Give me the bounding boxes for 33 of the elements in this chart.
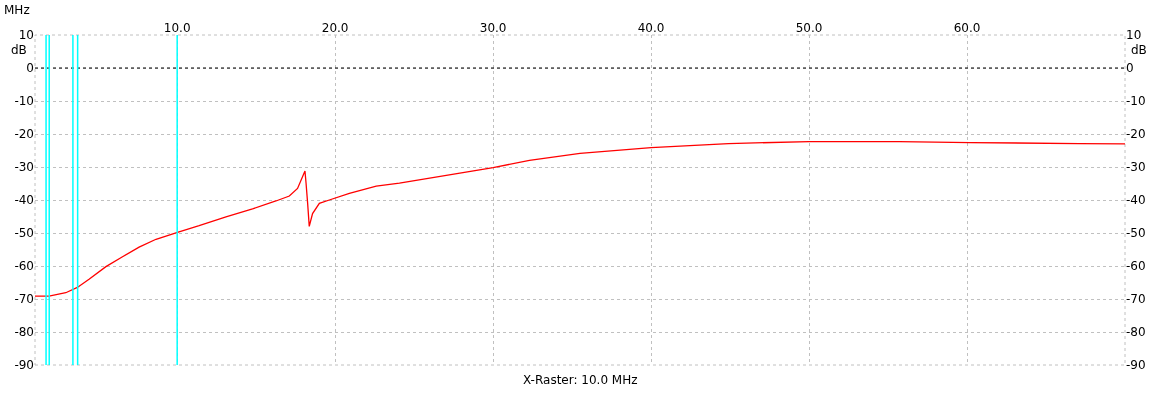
y2-tick-label: -80: [1126, 325, 1146, 340]
y-tick-label: -20: [14, 127, 34, 142]
x-tick-label: 20.0: [321, 20, 349, 35]
y-axis-title: dB: [11, 43, 27, 57]
y2-tick-label: 0: [1126, 61, 1134, 76]
y-tick-label: 0: [26, 61, 34, 76]
line-series: [35, 140, 1125, 297]
y2-tick-label: -50: [1126, 226, 1146, 241]
y2-tick-label: -30: [1126, 160, 1146, 175]
y-tick-label: -10: [14, 94, 34, 109]
x-axis-title: MHz: [4, 3, 30, 17]
y2-tick-label: -60: [1126, 259, 1146, 274]
y-tick-label: -40: [14, 193, 34, 208]
x-tick-label: 60.0: [953, 20, 981, 35]
x-tick-label: 10.0: [163, 20, 191, 35]
x-tick-label: 50.0: [795, 20, 823, 35]
y2-tick-label: -90: [1126, 358, 1146, 373]
y-tick-label: 10: [18, 28, 34, 43]
y2-tick-label: -70: [1126, 292, 1146, 307]
y-tick-label: -70: [14, 292, 34, 307]
y2-tick-label: 10: [1126, 28, 1142, 43]
y-tick-label: -30: [14, 160, 34, 175]
x-tick-label: 40.0: [637, 20, 665, 35]
y2-tick-label: -40: [1126, 193, 1146, 208]
text: X-Raster: 10.0 MHz: [523, 373, 638, 387]
y-tick-label: -80: [14, 325, 34, 340]
y2-tick-label: -10: [1126, 94, 1146, 109]
y2-tick-label: -20: [1126, 127, 1146, 142]
x-tick-label: 30.0: [479, 20, 507, 35]
y-tick-label: -90: [14, 358, 34, 373]
y-tick-label: -50: [14, 226, 34, 241]
y2-axis-title: dB: [1131, 43, 1147, 57]
y-tick-label: -60: [14, 259, 34, 274]
